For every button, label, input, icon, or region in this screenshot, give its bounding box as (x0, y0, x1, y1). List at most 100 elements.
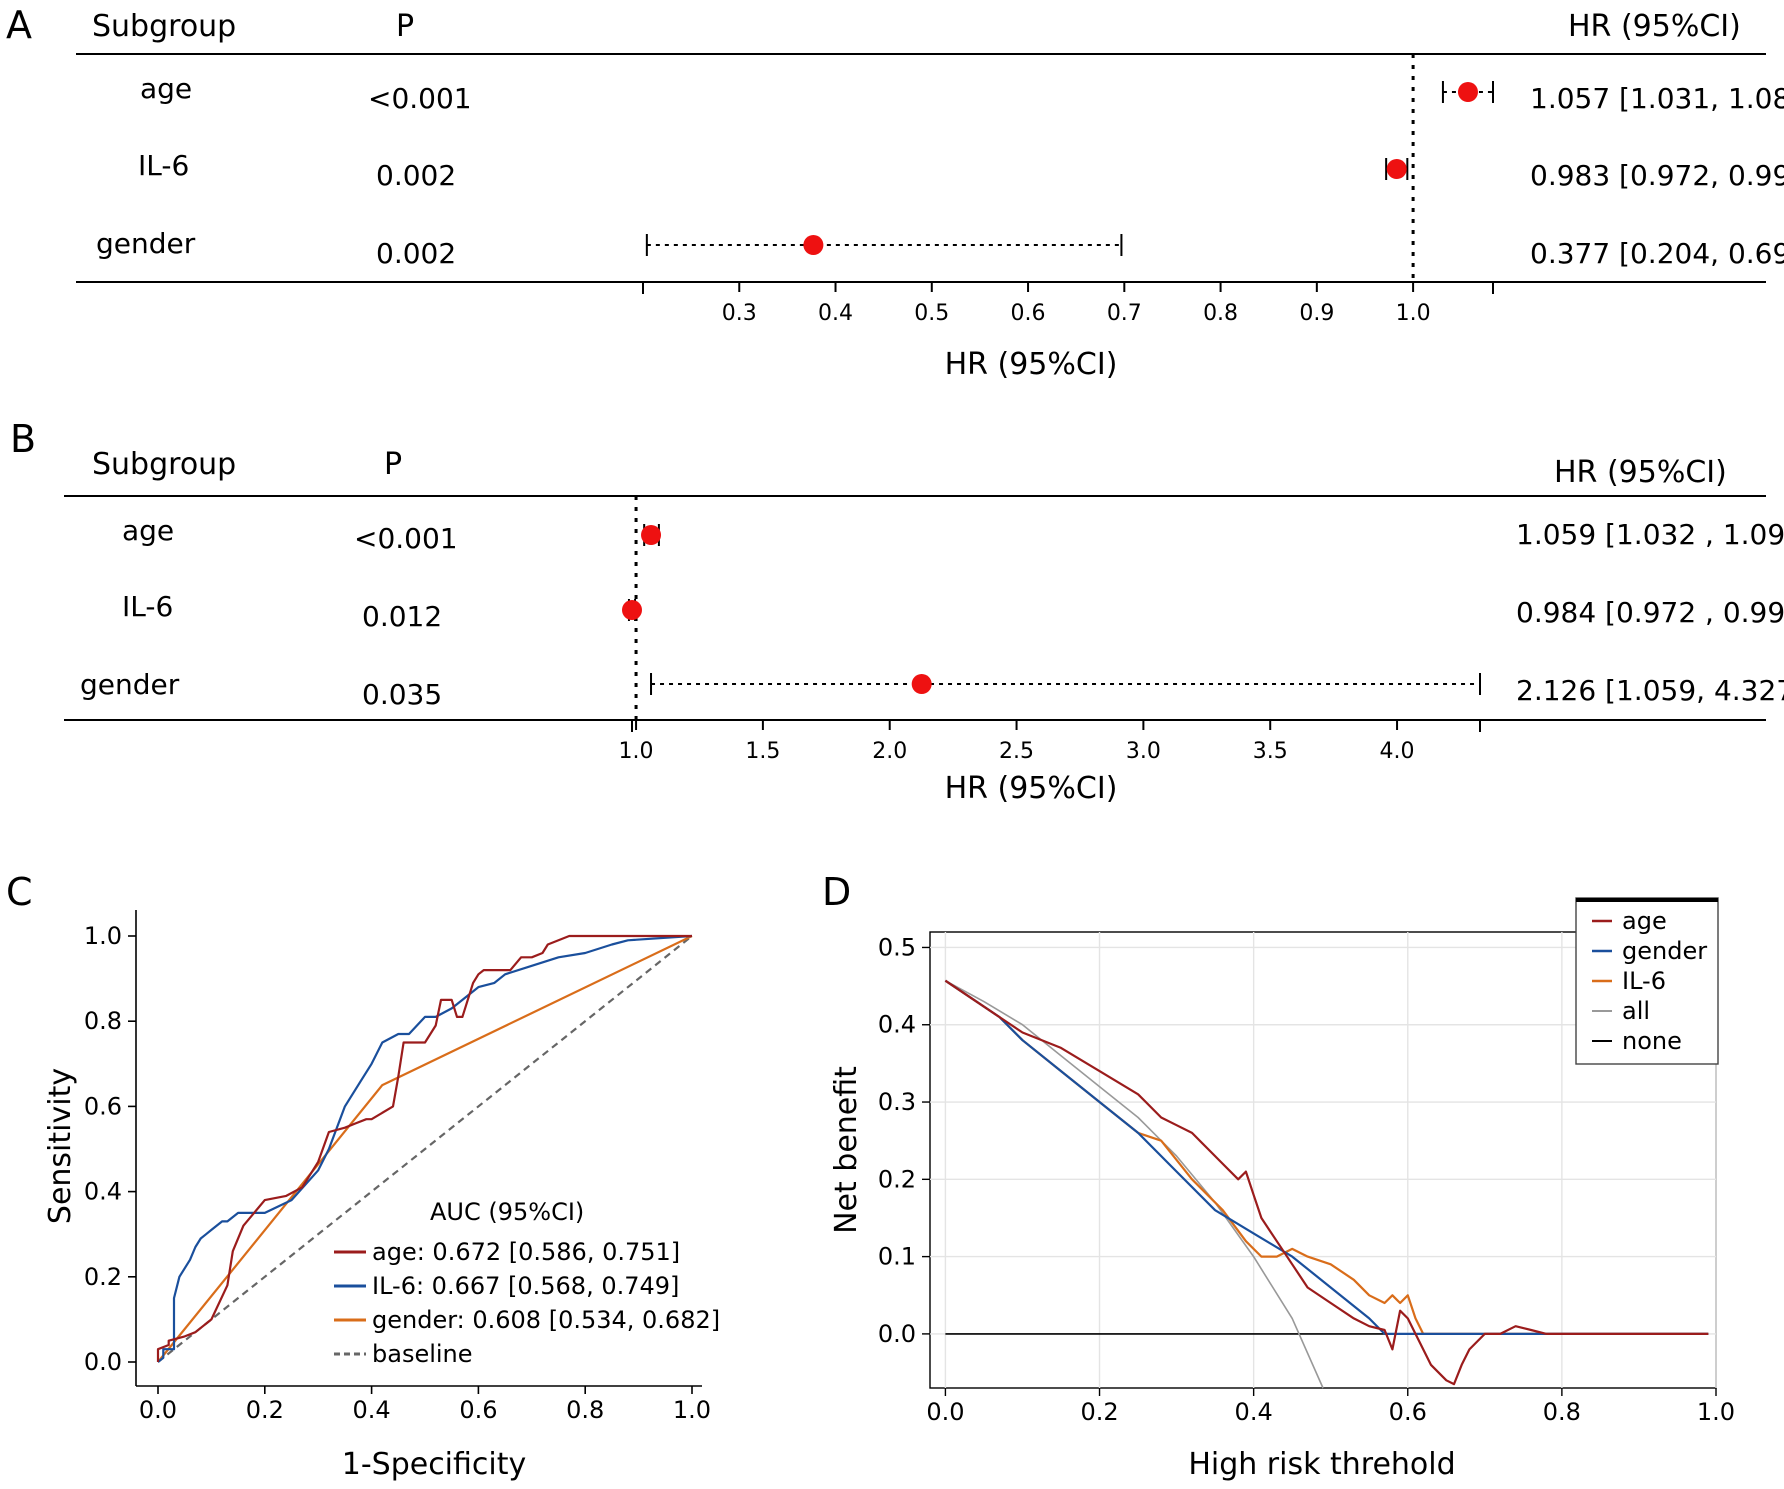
d-y-tick-label: 0.0 (878, 1320, 916, 1348)
a-row-age-p: <0.001 (368, 82, 472, 115)
x-tick-label: 0.9 (1299, 301, 1334, 326)
d-x-tick-label: 0.8 (1543, 1398, 1581, 1426)
b-row-il6-p: 0.012 (362, 600, 442, 633)
panel-letter-b: B (10, 417, 36, 461)
d-legend-il6: IL-6 (1622, 967, 1666, 995)
x-tick-label: 3.0 (1126, 739, 1161, 764)
a-header-subgroup: Subgroup (92, 9, 236, 44)
c-legend-title: AUC (95%CI) (430, 1198, 584, 1226)
c-curve-il-6 (157, 934, 693, 1363)
a-row-il6-hr-label: 0.983 [0.972, 0.994] (1530, 159, 1784, 192)
d-x-tick-label: 1.0 (1697, 1398, 1735, 1426)
c-x-tick-label: 0.8 (566, 1396, 604, 1424)
b-header-p: P (384, 447, 402, 482)
a-row-il6-p: 0.002 (376, 159, 456, 192)
b-row-il6-subgroup: IL-6 (122, 590, 173, 623)
d-y-tick-label: 0.3 (878, 1088, 916, 1116)
d-legend-none: none (1622, 1027, 1682, 1055)
x-tick-label: 0.3 (722, 301, 757, 326)
c-x-tick-label: 1.0 (673, 1396, 711, 1424)
b-header-hr: HR (95%CI) (1554, 455, 1727, 490)
x-tick-label: 1.0 (619, 739, 654, 764)
a-header-hr: HR (95%CI) (1568, 9, 1741, 44)
hr-point-age (1457, 82, 1478, 102)
a-row-il6-subgroup: IL-6 (138, 149, 189, 182)
a-row-gender-p: 0.002 (376, 237, 456, 270)
b-row-gender-subgroup: gender (80, 668, 180, 701)
hr-point-gender (911, 674, 932, 694)
b-x-axis-label: HR (95%CI) (945, 771, 1118, 806)
c-x-tick-label: 0.6 (459, 1396, 497, 1424)
x-tick-label: 0.6 (1011, 301, 1046, 326)
d-y-tick-label: 0.5 (878, 933, 916, 961)
b-row-gender-hr-label: 2.126 [1.059, 4.327] (1516, 674, 1784, 707)
panel-letter-d: D (822, 870, 851, 914)
c-x-axis-label: 1-Specificity (342, 1447, 527, 1482)
x-tick-label: 1.0 (1396, 301, 1431, 326)
forest-plot-b: Subgroup P HR (95%CI) age <0.001 1.059 [… (64, 447, 1784, 806)
c-legend-baseline: baseline (372, 1340, 473, 1368)
c-y-tick-label: 0.0 (84, 1348, 122, 1376)
a-x-axis-label: HR (95%CI) (945, 347, 1118, 382)
d-legend-gender: gender (1622, 937, 1707, 965)
hr-point-gender (803, 235, 824, 255)
x-tick-label: 2.5 (999, 739, 1034, 764)
b-header-subgroup: Subgroup (92, 447, 236, 482)
c-x-tick-label: 0.2 (246, 1396, 284, 1424)
a-header-p: P (396, 9, 414, 44)
hr-point-il-6 (622, 600, 642, 620)
c-curve-baseline (157, 935, 693, 1363)
b-row-il6-hr-label: 0.984 [0.972 , 0.996] (1516, 596, 1784, 629)
b-row-age-hr-label: 1.059 [1.032 , 1.090] (1516, 518, 1784, 551)
a-row-gender-hr-label: 0.377 [0.204, 0.697] (1530, 237, 1784, 270)
x-tick-label: 0.4 (818, 301, 853, 326)
c-y-tick-label: 0.2 (84, 1263, 122, 1291)
b-plot-marks: 1.0 1.5 2.0 2.5 3.0 3.5 4.0 (619, 496, 1481, 764)
x-tick-label: 0.5 (914, 301, 949, 326)
d-legend-all: all (1622, 997, 1650, 1025)
c-y-tick-label: 0.6 (84, 1092, 122, 1120)
d-y-tick-label: 0.2 (878, 1165, 916, 1193)
hr-point-il-6 (1386, 159, 1407, 179)
c-curve-gender (157, 935, 693, 1363)
d-legend-age: age (1622, 907, 1667, 935)
roc-chart-c: 0.0 0.0 0.2 0.2 0.4 0.4 0.6 0.6 0.8 0.8 1.0 1.0 1-S… (43, 910, 720, 1482)
dca-chart-d: 0.0 0.2 0.4 0.6 0.8 1.0 0.0 0.1 0.2 0.3 0.4 0.5 Hig… (829, 897, 1735, 1482)
b-row-gender-p: 0.035 (362, 678, 442, 711)
a-row-age-subgroup: age (140, 72, 192, 105)
panel-letter-c: C (6, 870, 33, 914)
d-curve-age (944, 979, 1709, 1386)
panel-letter-a: A (6, 3, 32, 47)
x-tick-label: 1.5 (745, 739, 780, 764)
c-y-axis-label: Sensitivity (43, 1068, 78, 1224)
b-row-age-subgroup: age (122, 514, 174, 547)
x-tick-label: 3.5 (1253, 739, 1288, 764)
x-tick-label: 0.7 (1107, 301, 1142, 326)
a-row-age-hr-label: 1.057 [1.031, 1.083] (1530, 82, 1784, 115)
x-tick-label: 0.8 (1203, 301, 1238, 326)
c-legend-gender: gender: 0.608 [0.534, 0.682] (372, 1306, 720, 1334)
c-x-tick-label: 0.0 (139, 1396, 177, 1424)
c-curve-age (156, 934, 692, 1362)
c-y-tick-label: 0.8 (84, 1007, 122, 1035)
c-legend-il6: IL-6: 0.667 [0.568, 0.749] (372, 1272, 679, 1300)
d-y-tick-label: 0.4 (878, 1011, 916, 1039)
d-x-tick-label: 0.6 (1389, 1398, 1427, 1426)
c-y-tick-label: 1.0 (84, 922, 122, 950)
a-plot-marks: 0.3 0.4 0.5 0.6 0.7 0.8 0.9 1.0 (642, 54, 1494, 326)
d-x-tick-label: 0.4 (1235, 1398, 1273, 1426)
c-x-tick-label: 0.4 (353, 1396, 391, 1424)
c-y-tick-label: 0.4 (84, 1178, 122, 1206)
d-y-tick-label: 0.1 (878, 1243, 916, 1271)
x-tick-label: 4.0 (1380, 739, 1415, 764)
c-plot-marks: 0.0 0.0 0.2 0.2 0.4 0.4 0.6 0.6 0.8 0.8 1.0 1.0 (84, 922, 711, 1424)
forest-plot-a: Subgroup P HR (95%CI) age <0.001 1.057 [… (76, 9, 1784, 382)
d-plot-marks: 0.0 0.2 0.4 0.6 0.8 1.0 0.0 0.1 0.2 0.3 0.4 0.5 (878, 932, 1735, 1426)
x-tick-label: 2.0 (872, 739, 907, 764)
d-x-axis-label: High risk threhold (1188, 1447, 1455, 1482)
d-x-tick-label: 0.0 (926, 1398, 964, 1426)
d-x-tick-label: 0.2 (1080, 1398, 1118, 1426)
b-row-age-p: <0.001 (354, 522, 458, 555)
c-legend-age: age: 0.672 [0.586, 0.751] (372, 1238, 680, 1266)
